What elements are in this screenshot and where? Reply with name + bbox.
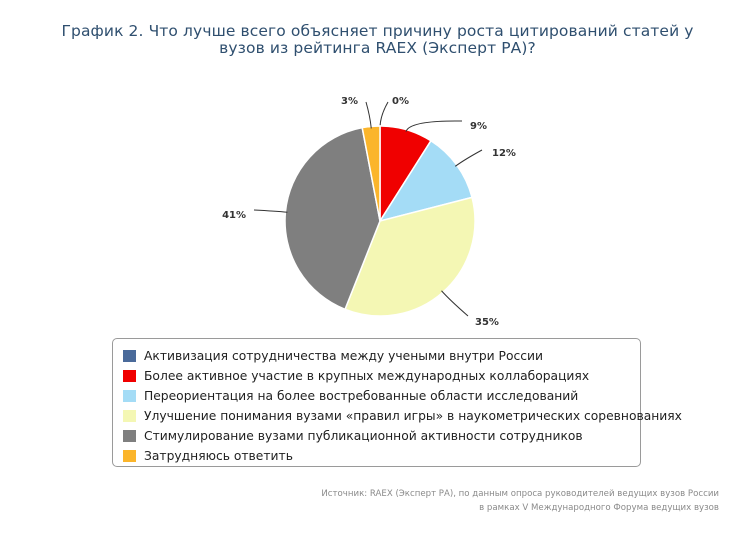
chart-title: График 2. Что лучше всего объясняет прич… [20, 23, 735, 57]
legend-label: Более активное участие в крупных междуна… [144, 369, 590, 383]
source-note: Источник: RAEX (Эксперт РА), по данным о… [321, 487, 719, 515]
leader-line [379, 101, 389, 129]
legend-swatch [123, 370, 136, 382]
leader-line [441, 290, 469, 317]
legend-label: Стимулирование вузами публикационной акт… [144, 429, 583, 443]
legend-item: Переориентация на более востребованные о… [123, 386, 640, 406]
legend-item: Более активное участие в крупных междуна… [123, 366, 640, 386]
legend-swatch [123, 450, 136, 462]
chart-legend: Активизация сотрудничества между учеными… [112, 338, 682, 467]
legend-label: Затрудняюсь ответить [144, 449, 293, 463]
legend-swatch [123, 430, 136, 442]
leader-line [253, 209, 288, 213]
chart-title-line-1: График 2. Что лучше всего объясняет прич… [61, 22, 694, 40]
slice-label: 12% [492, 148, 516, 159]
legend-label: Переориентация на более востребованные о… [144, 389, 579, 403]
leader-line [405, 120, 463, 132]
legend-swatch [123, 350, 136, 362]
legend-item: Улучшение понимания вузами «правил игры»… [123, 406, 682, 426]
slice-label: 41% [222, 210, 246, 221]
slice-label: 35% [475, 317, 499, 328]
legend-swatch [123, 390, 136, 402]
leader-line [454, 149, 483, 167]
slice-label: 9% [470, 121, 487, 132]
slice-label: 3% [341, 96, 358, 107]
legend-item: Затрудняюсь ответить [123, 446, 640, 466]
chart-title-line-2: вузов из рейтинга RAEX (Эксперт РА)? [219, 39, 536, 57]
source-line-2: в рамках V Международного Форума ведущих… [479, 503, 719, 513]
legend-swatch [123, 410, 136, 422]
slice-label: 0% [392, 96, 409, 107]
legend-item: Стимулирование вузами публикационной акт… [123, 426, 640, 446]
legend-label: Улучшение понимания вузами «правил игры»… [144, 409, 682, 423]
leader-line [365, 101, 372, 129]
legend-item: Активизация сотрудничества между учеными… [123, 346, 640, 366]
legend-label: Активизация сотрудничества между учеными… [144, 349, 544, 363]
source-line-1: Источник: RAEX (Эксперт РА), по данным о… [321, 489, 719, 499]
